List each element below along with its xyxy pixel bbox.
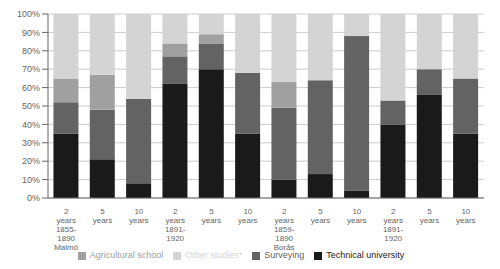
svg-text:20%: 20% [22, 156, 40, 166]
svg-text:0%: 0% [27, 193, 40, 203]
svg-text:10years: 10years [347, 207, 367, 225]
html-text:Surveying: Surveying [264, 250, 305, 260]
svg-text:5years: 5years [93, 207, 113, 225]
html-text:Technical university: Technical university [326, 250, 405, 260]
html-text:Agricultural school: Agricultural school [89, 250, 164, 260]
svg-text:5years: 5years [311, 207, 331, 225]
svg-text:2years1855-1890Malmö: 2years1855-1890Malmö [54, 207, 79, 252]
svg-text:2years1859-1890Borås: 2years1859-1890Borås [274, 207, 295, 252]
svg-text:5years: 5years [202, 207, 222, 225]
svg-text:90%: 90% [22, 28, 40, 38]
svg-text:100%: 100% [17, 9, 40, 19]
svg-text:60%: 60% [22, 83, 40, 93]
svg-text:10%: 10% [22, 175, 40, 185]
svg-text:10years: 10years [129, 207, 149, 225]
svg-text:80%: 80% [22, 46, 40, 56]
svg-text:40%: 40% [22, 120, 40, 130]
svg-text:70%: 70% [22, 64, 40, 74]
svg-text:50%: 50% [22, 101, 40, 111]
svg-text:10years: 10years [456, 207, 476, 225]
svg-text:2years1891-1920: 2years1891-1920 [165, 207, 186, 243]
svg-text:5years: 5years [420, 207, 440, 225]
html-text:Other studies*: Other studies* [185, 250, 243, 260]
svg-text:10years: 10years [238, 207, 258, 225]
svg-text:2years1891-1920: 2years1891-1920 [383, 207, 404, 243]
svg-text:30%: 30% [22, 138, 40, 148]
